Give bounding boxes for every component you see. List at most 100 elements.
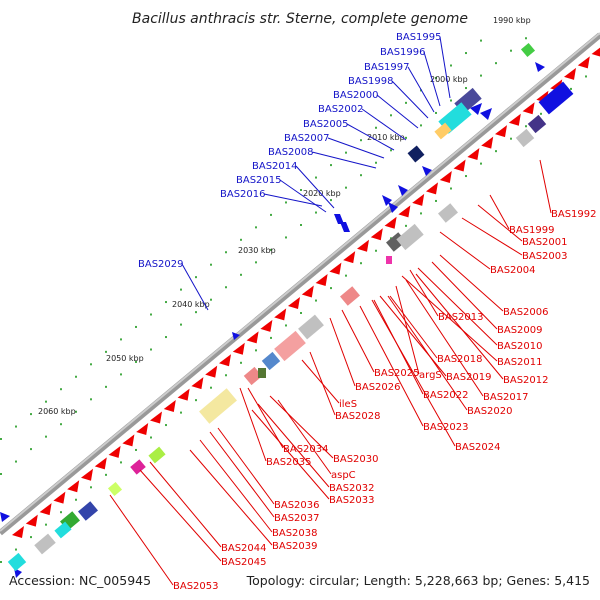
gene-label[interactable]: BAS2053 [173,581,219,592]
reverse-gene-arrow[interactable] [343,251,356,264]
gene-label[interactable]: BAS2014 [252,161,298,172]
reverse-gene-arrow[interactable] [205,365,218,378]
gene-label[interactable]: BAS2023 [423,422,469,433]
gene-label[interactable]: BAS2012 [503,375,549,386]
reverse-gene-arrow[interactable] [439,170,452,183]
gene-label[interactable]: BAS2025 [374,368,420,379]
feature-box[interactable] [520,42,536,58]
gene-label[interactable]: BAS1995 [396,32,442,43]
gene-label[interactable]: BAS2007 [284,133,330,144]
gene-label[interactable]: BAS2020 [467,406,513,417]
gene-label[interactable]: BAS2036 [274,500,320,511]
gene-label[interactable]: BAS2013 [438,312,484,323]
gene-label[interactable]: BAS2001 [522,237,568,248]
forward-gene-arrow[interactable] [398,185,408,196]
gene-label[interactable]: aspC [331,470,356,481]
reverse-gene-arrow[interactable] [481,136,494,149]
gene-label[interactable]: BAS2017 [483,392,529,403]
reverse-gene-arrow[interactable] [564,67,576,80]
gene-label[interactable]: BAS1997 [364,62,410,73]
gene-label[interactable]: BAS2006 [503,307,549,318]
reverse-gene-arrow[interactable] [522,102,535,115]
forward-gene-arrow[interactable] [232,332,240,340]
feature-box[interactable] [274,330,306,362]
gene-label[interactable]: BAS2003 [522,251,568,262]
gene-label[interactable]: argS [419,370,442,381]
reverse-gene-arrow[interactable] [398,205,411,218]
reverse-gene-arrow[interactable] [495,125,507,138]
reverse-gene-arrow[interactable] [591,45,600,57]
forward-gene-arrow[interactable] [382,195,392,206]
feature-box[interactable] [407,145,425,163]
gene-label[interactable]: BAS2008 [268,147,314,158]
reverse-gene-arrow[interactable] [370,228,383,241]
reverse-gene-arrow[interactable] [53,491,66,504]
gene-label[interactable]: BAS2004 [490,265,536,276]
feature-box[interactable] [130,459,146,475]
gene-label[interactable]: BAS2028 [335,411,381,422]
reverse-gene-arrow[interactable] [315,274,328,287]
gene-label[interactable]: BAS2015 [236,175,282,186]
feature-box[interactable] [396,223,424,251]
feature-box[interactable] [515,128,535,148]
feature-box[interactable] [148,446,166,464]
reverse-gene-arrow[interactable] [577,56,590,69]
gene-label[interactable]: BAS2035 [266,457,312,468]
feature-box[interactable] [386,256,392,264]
gene-label[interactable]: BAS2033 [329,495,375,506]
reverse-gene-arrow[interactable] [384,216,397,229]
forward-gene-arrow[interactable] [422,166,432,176]
reverse-gene-arrow[interactable] [357,239,369,252]
feature-box[interactable] [258,368,266,378]
gene-label[interactable]: BAS1992 [551,209,597,220]
reverse-gene-arrow[interactable] [150,411,162,424]
gene-label[interactable]: BAS2016 [220,189,266,200]
forward-gene-arrow[interactable] [340,222,350,232]
forward-gene-arrow[interactable] [388,202,398,213]
feature-box[interactable] [527,114,547,134]
feature-box[interactable] [199,388,237,424]
forward-gene-arrow[interactable] [0,512,10,522]
feature-box[interactable] [538,81,574,115]
reverse-gene-arrow[interactable] [508,113,521,126]
feature-box[interactable] [438,203,458,223]
reverse-gene-arrow[interactable] [81,468,93,481]
reverse-gene-arrow[interactable] [412,193,425,206]
reverse-gene-arrow[interactable] [177,388,190,401]
gene-label[interactable]: BAS2019 [446,372,492,383]
gene-label[interactable]: BAS2005 [303,119,349,130]
gene-label[interactable]: BAS2010 [497,341,543,352]
gene-label[interactable]: BAS2039 [272,541,318,552]
gene-label[interactable]: BAS2034 [283,444,329,455]
reverse-gene-arrow[interactable] [467,148,480,161]
reverse-gene-arrow[interactable] [288,296,300,309]
reverse-gene-arrow[interactable] [191,377,204,390]
reverse-gene-arrow[interactable] [232,342,245,355]
gene-label[interactable]: BAS2029 [138,259,184,270]
gene-label[interactable]: BAS2011 [497,357,543,368]
forward-gene-arrow[interactable] [334,214,344,224]
gene-label[interactable]: BAS2038 [272,528,318,539]
gene-label[interactable]: BAS2032 [329,483,375,494]
reverse-gene-arrow[interactable] [246,331,259,344]
gene-label[interactable]: BAS2009 [497,325,543,336]
feature-box[interactable] [7,552,27,572]
reverse-gene-arrow[interactable] [260,319,273,332]
reverse-gene-arrow[interactable] [219,354,231,367]
forward-gene-arrow[interactable] [535,62,545,72]
feature-box[interactable] [34,533,56,555]
feature-box[interactable] [261,351,281,371]
reverse-gene-arrow[interactable] [108,445,121,458]
reverse-gene-arrow[interactable] [329,262,342,275]
forward-gene-arrow[interactable] [470,103,482,115]
feature-box[interactable] [340,286,360,306]
reverse-gene-arrow[interactable] [67,480,80,493]
reverse-gene-arrow[interactable] [453,159,466,172]
reverse-gene-arrow[interactable] [94,457,107,470]
gene-label[interactable]: BAS1996 [380,47,426,58]
reverse-gene-arrow[interactable] [301,285,314,298]
gene-label[interactable]: BAS2045 [221,557,267,568]
reverse-gene-arrow[interactable] [39,503,52,516]
feature-box[interactable] [434,122,452,140]
gene-label[interactable]: BAS2030 [333,454,379,465]
